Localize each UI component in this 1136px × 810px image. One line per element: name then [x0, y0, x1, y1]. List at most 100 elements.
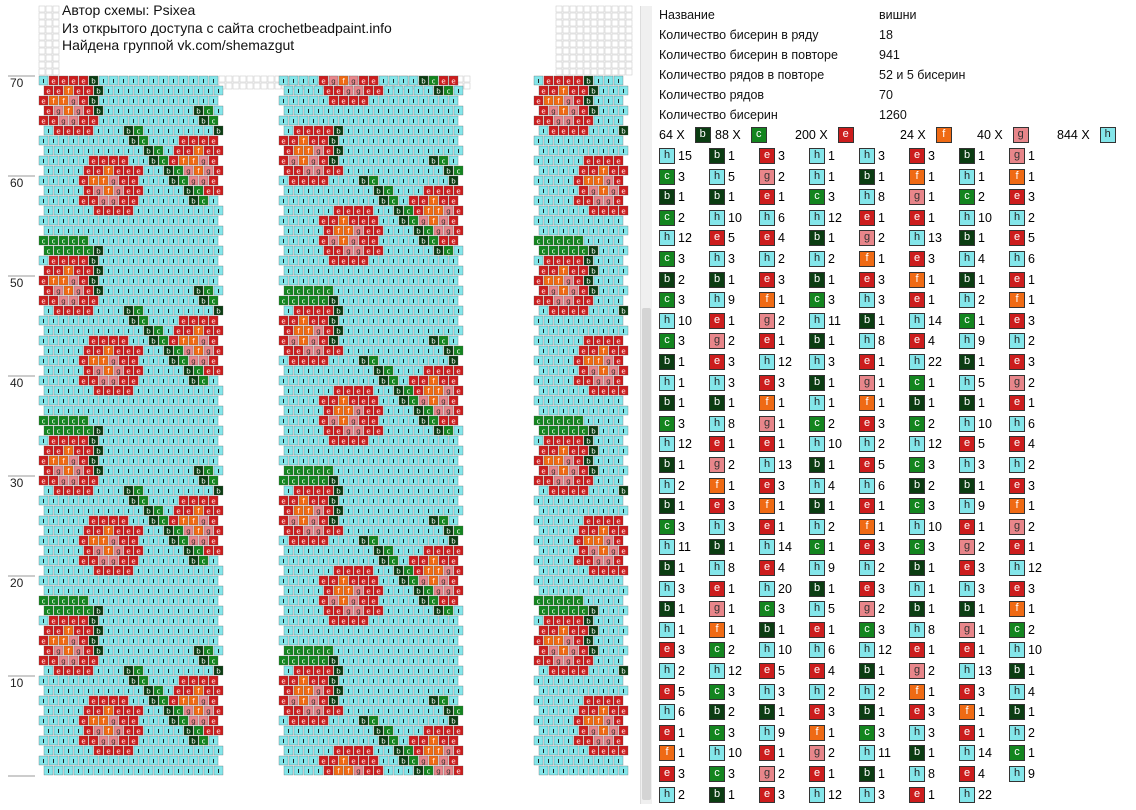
sequence-color: h [659, 539, 675, 556]
svg-text:e: e [176, 148, 180, 156]
svg-text:c: c [372, 718, 376, 726]
sequence-color: c [1009, 621, 1025, 638]
svg-text:e: e [436, 548, 440, 556]
svg-text:b: b [431, 518, 436, 526]
svg-text:e: e [41, 118, 45, 126]
svg-text:b: b [421, 418, 426, 426]
sequence-color: c [659, 333, 675, 350]
svg-text:e: e [81, 178, 85, 186]
svg-text:e: e [441, 598, 445, 606]
svg-text:e: e [326, 768, 330, 776]
sequence-count: 1 [728, 396, 735, 411]
sequence-color: f [1009, 292, 1025, 309]
svg-text:e: e [66, 488, 70, 496]
sequence-count: 4 [778, 231, 785, 246]
svg-text:g: g [96, 548, 100, 556]
svg-text:e: e [216, 548, 220, 556]
svg-text:e: e [201, 498, 205, 506]
svg-text:g: g [421, 398, 425, 406]
svg-text:e: e [211, 518, 215, 526]
sequence-color: b [959, 395, 975, 412]
svg-text:g: g [76, 288, 80, 296]
svg-text:g: g [186, 168, 190, 176]
scrollbar-thumb[interactable] [642, 308, 651, 800]
svg-text:b: b [96, 428, 101, 436]
svg-text:e: e [56, 488, 60, 496]
sequence-color: h [659, 374, 675, 391]
sequence-count: 1 [978, 149, 985, 163]
sequence-color: b [959, 230, 975, 247]
svg-text:c: c [412, 398, 416, 406]
svg-text:g: g [56, 648, 60, 656]
svg-text:e: e [51, 298, 55, 306]
sequence-color: h [959, 374, 975, 391]
sequence-count: 1 [778, 437, 785, 452]
svg-text:e: e [61, 258, 65, 266]
sequence-color: c [709, 766, 725, 782]
sequence-count: 1 [978, 519, 985, 534]
color-total-count: 40 X [977, 128, 1003, 142]
sequence-count: 1 [828, 622, 835, 637]
sequence-color: h [759, 580, 775, 597]
color-total-count: 844 X [1057, 128, 1090, 142]
svg-text:e: e [441, 558, 445, 566]
svg-text:e: e [46, 108, 50, 116]
sequence-count: 3 [878, 787, 885, 802]
svg-text:g: g [71, 278, 75, 286]
svg-text:g: g [316, 688, 320, 696]
svg-text:e: e [91, 698, 95, 706]
sequence-color: h [859, 560, 875, 576]
svg-text:c: c [142, 318, 146, 326]
svg-text:e: e [456, 568, 460, 576]
svg-text:c: c [87, 248, 91, 256]
svg-text:c: c [47, 428, 51, 436]
svg-text:b: b [186, 548, 191, 556]
svg-text:c: c [87, 428, 91, 436]
svg-text:g: g [291, 518, 295, 526]
vertical-scrollbar[interactable] [640, 6, 652, 804]
svg-text:e: e [326, 428, 330, 436]
sequence-count: 6 [878, 478, 885, 493]
svg-text:c: c [207, 108, 211, 116]
svg-text:e: e [336, 708, 340, 716]
svg-text:e: e [321, 758, 325, 766]
svg-text:e: e [376, 408, 380, 416]
sequence-color: b [809, 230, 825, 247]
sequence-color: b [659, 498, 675, 515]
svg-text:e: e [366, 588, 370, 596]
sequence-count: 3 [678, 643, 685, 658]
svg-text:g: g [206, 348, 210, 356]
svg-text:e: e [181, 138, 185, 146]
svg-text:e: e [116, 168, 120, 176]
svg-text:e: e [366, 428, 370, 436]
svg-text:g: g [96, 188, 100, 196]
svg-text:e: e [356, 748, 360, 756]
svg-text:g: g [186, 528, 190, 536]
svg-text:e: e [451, 398, 455, 406]
sequence-color: e [909, 148, 925, 164]
svg-text:g: g [201, 338, 205, 346]
color-total-count: 24 X [900, 128, 926, 142]
svg-text:e: e [96, 168, 100, 176]
svg-text:e: e [131, 738, 135, 746]
svg-text:c: c [427, 408, 431, 416]
svg-text:g: g [201, 358, 205, 366]
sequence-count: 3 [778, 787, 785, 802]
